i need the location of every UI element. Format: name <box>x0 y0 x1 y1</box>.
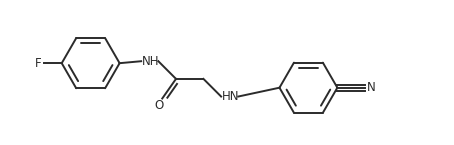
Text: HN: HN <box>222 90 240 103</box>
Text: N: N <box>367 81 376 94</box>
Text: O: O <box>154 99 163 113</box>
Text: NH: NH <box>142 55 160 68</box>
Text: F: F <box>35 57 42 70</box>
